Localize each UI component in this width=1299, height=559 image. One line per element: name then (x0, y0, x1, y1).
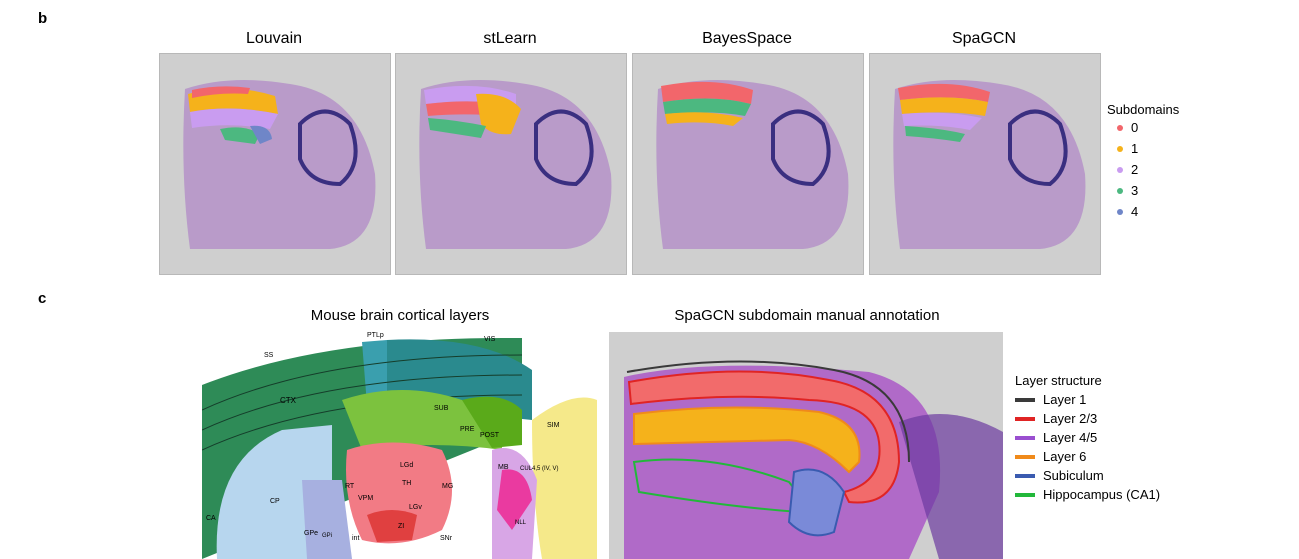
legend-item: 0 (1107, 117, 1179, 138)
subdomain-legend-title: Subdomains (1107, 102, 1180, 117)
atlas-label-sub: SUB (434, 405, 449, 412)
atlas-label-ptlp: PTLp (367, 332, 384, 339)
tissue-panel-spagcn (869, 53, 1101, 275)
atlas-label-nll: NLL (515, 520, 527, 526)
layer-legend-title: Layer structure (1015, 373, 1102, 388)
subdomain-legend: Subdomains 0 1 2 3 4 (1107, 102, 1179, 222)
panel-b-letter: b (38, 10, 48, 27)
legend-item: Layer 6 (1015, 447, 1160, 466)
legend-swatch (1015, 435, 1035, 440)
tissue-image-bayesspace (656, 80, 849, 249)
legend-label: Hippocampus (CA1) (1043, 487, 1161, 502)
tissue-panel-stlearn (395, 53, 627, 275)
legend-label: 3 (1131, 183, 1139, 198)
legend-dot (1117, 187, 1123, 194)
legend-label: Layer 1 (1043, 392, 1087, 407)
legend-item: Layer 2/3 (1015, 409, 1160, 428)
atlas-label-sim: SIM (547, 422, 560, 429)
atlas-label-gpi: GPi (322, 533, 333, 539)
atlas-label-pre: PRE (460, 426, 475, 433)
legend-label: Layer 2/3 (1043, 411, 1098, 426)
atlas-label-th: TH (402, 480, 412, 487)
legend-dot (1117, 124, 1123, 131)
legend-dot (1117, 166, 1123, 173)
method-title-bayesspace: BayesSpace (702, 30, 792, 47)
atlas-label-lgd: LGd (400, 462, 414, 469)
legend-label: 4 (1131, 204, 1139, 219)
atlas-label-lgv: LGv (409, 504, 422, 511)
atlas-label-int: int (352, 535, 360, 542)
legend-swatch (1015, 397, 1035, 402)
legend-label: 0 (1131, 120, 1139, 135)
method-title-spagcn: SpaGCN (951, 30, 1017, 47)
atlas-label-ca: CA (206, 515, 216, 522)
legend-item: 4 (1107, 201, 1179, 222)
tissue-image-louvain (183, 80, 376, 249)
annotation-image (609, 332, 1003, 559)
atlas-label-ss: SS (264, 352, 274, 359)
legend-label: Subiculum (1043, 468, 1104, 483)
atlas-label-zi: ZI (398, 523, 405, 530)
legend-label: Layer 4/5 (1043, 430, 1098, 445)
legend-swatch (1015, 492, 1035, 497)
legend-label: 2 (1131, 162, 1139, 177)
method-title-stlearn: stLearn (483, 30, 537, 47)
annotation-title: SpaGCN subdomain manual annotation (674, 307, 940, 324)
legend-item: 3 (1107, 180, 1179, 201)
legend-item: Layer 1 (1015, 390, 1160, 409)
tissue-image-spagcn (893, 80, 1086, 249)
atlas-label-cul: CUL4,5 (IV, V) (520, 466, 559, 472)
legend-item: Hippocampus (CA1) (1015, 485, 1160, 504)
atlas-label-snr: SNr (440, 535, 453, 542)
legend-dot (1117, 145, 1123, 152)
legend-item: Layer 4/5 (1015, 428, 1160, 447)
legend-swatch (1015, 454, 1035, 459)
panel-c-letter: c (38, 290, 47, 307)
brain-atlas-diagram: SS PTLp VIS CTX SUB PRE POST SIM LGd TH … (202, 330, 597, 559)
tissue-image-stlearn (419, 80, 612, 249)
atlas-label-ctx: CTX (280, 396, 296, 405)
atlas-title: Mouse brain cortical layers (310, 307, 490, 324)
legend-swatch (1015, 473, 1035, 478)
legend-item: 1 (1107, 138, 1179, 159)
atlas-label-vis: VIS (484, 336, 496, 343)
atlas-label-mg: MG (442, 483, 454, 490)
tissue-panel-louvain (159, 53, 391, 275)
tissue-panel-bayesspace (632, 53, 864, 275)
legend-label: Layer 6 (1043, 449, 1087, 464)
atlas-label-mb: MB (498, 464, 509, 471)
legend-item: Subiculum (1015, 466, 1160, 485)
legend-swatch (1015, 416, 1035, 421)
atlas-label-vpm: VPM (358, 495, 374, 502)
atlas-label-post: POST (480, 432, 500, 439)
layer-legend: Layer structure Layer 1 Layer 2/3 Layer … (1015, 373, 1160, 504)
legend-item: 2 (1107, 159, 1179, 180)
atlas-label-cp: CP (270, 498, 280, 505)
atlas-label-gpe: GPe (304, 530, 319, 537)
legend-label: 1 (1131, 141, 1139, 156)
atlas-label-rt: RT (345, 483, 355, 490)
legend-dot (1117, 208, 1123, 215)
method-title-louvain: Louvain (245, 30, 303, 47)
